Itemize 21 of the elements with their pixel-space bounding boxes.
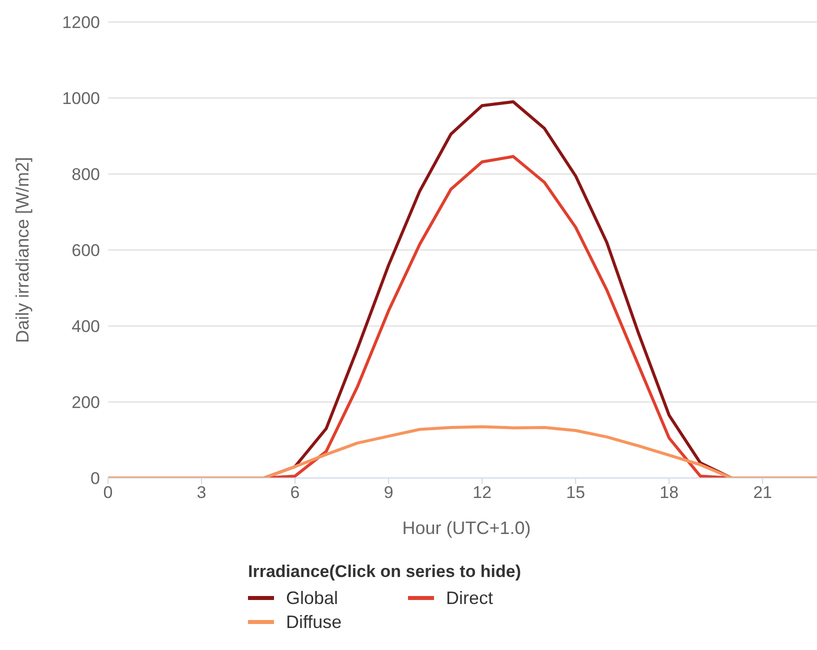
legend-label: Direct xyxy=(445,586,494,610)
legend-title: Irradiance(Click on series to hide) xyxy=(248,562,522,582)
y-tick-label: 800 xyxy=(72,165,100,184)
x-tick-label: 15 xyxy=(566,483,586,502)
y-tick-label: 1000 xyxy=(62,89,100,108)
x-tick-label: 18 xyxy=(660,483,679,502)
x-tick-label: 21 xyxy=(753,483,772,502)
y-axis-title: Daily irradiance [W/m2] xyxy=(12,156,32,344)
x-tick-label: 6 xyxy=(290,483,300,502)
x-axis-title: Hour (UTC+1.0) xyxy=(402,518,531,538)
legend-label: Global xyxy=(285,586,340,610)
y-tick-label: 400 xyxy=(72,317,100,336)
x-tick-label: 9 xyxy=(384,483,394,502)
y-tick-label: 0 xyxy=(90,469,100,488)
x-tick-label: 0 xyxy=(103,483,113,502)
legend-label: Diffuse xyxy=(285,610,343,634)
y-tick-label: 1200 xyxy=(62,13,100,32)
x-tick-label: 3 xyxy=(196,483,206,502)
x-tick-label: 12 xyxy=(472,483,492,502)
y-tick-label: 600 xyxy=(72,241,100,260)
y-tick-label: 200 xyxy=(72,393,100,412)
